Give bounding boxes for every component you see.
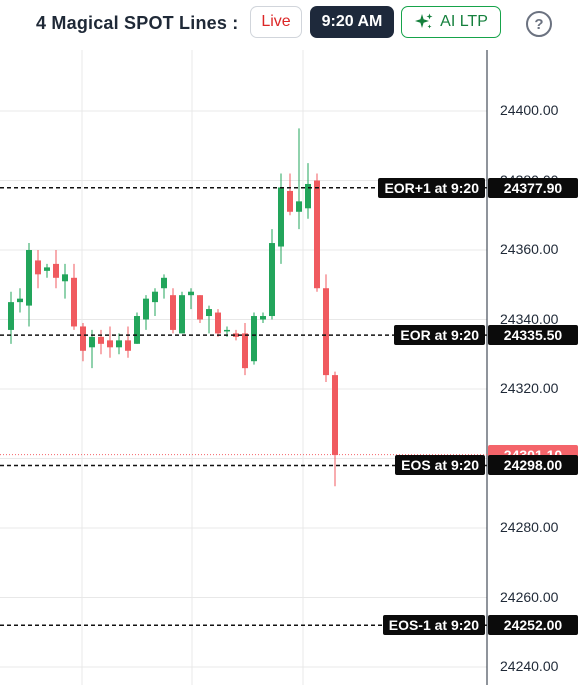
candle[interactable]	[278, 173, 284, 264]
candle-body	[269, 243, 275, 317]
y-axis-tick-label: 24260.00	[500, 588, 559, 605]
candle[interactable]	[305, 163, 311, 219]
level-name-label: EOS at 9:20	[395, 455, 485, 476]
candle[interactable]	[89, 329, 95, 369]
page-title: 4 Magical SPOT Lines :	[36, 13, 239, 33]
candle-body	[296, 201, 302, 212]
candle-body	[260, 316, 266, 320]
candle[interactable]	[116, 333, 122, 355]
candle-body	[71, 277, 77, 327]
y-axis-tick-label: 24360.00	[500, 241, 559, 257]
y-axis-tick-label: 24240.00	[500, 658, 559, 674]
candle[interactable]	[8, 291, 14, 344]
candle[interactable]	[233, 329, 239, 341]
y-axis-tick-label: 24320.00	[500, 380, 559, 396]
candle[interactable]	[314, 173, 320, 292]
candle-body	[197, 295, 203, 320]
level-price-label: 24252.00	[488, 615, 578, 636]
candle-body	[8, 302, 14, 330]
candle-body	[251, 316, 257, 362]
level-price-label: 24335.50	[488, 325, 578, 346]
candle-body	[179, 295, 185, 334]
candle-body	[233, 333, 239, 337]
candle[interactable]	[179, 291, 185, 334]
candle[interactable]	[80, 322, 86, 362]
candle[interactable]	[26, 243, 32, 327]
ai-ltp-label: AI LTP	[440, 13, 488, 30]
candle-body	[215, 312, 221, 334]
candle-body	[107, 340, 113, 348]
candle[interactable]	[62, 263, 68, 299]
level-name-label: EOR+1 at 9:20	[378, 177, 485, 198]
y-axis-tick-label: 24280.00	[500, 519, 559, 535]
candle[interactable]	[107, 326, 113, 358]
candle-body	[143, 298, 149, 320]
level-name-label: EOR at 9:20	[394, 325, 485, 346]
level-price-label: 24298.00	[488, 455, 578, 476]
candle[interactable]	[332, 371, 338, 487]
candle[interactable]	[44, 263, 50, 278]
price-chart[interactable]: 24400.0024380.0024360.0024340.0024320.00…	[0, 50, 586, 685]
candle-body	[278, 187, 284, 247]
level-name-label: EOS-1 at 9:20	[382, 615, 485, 636]
level-price-label: 24377.90	[488, 177, 578, 198]
candle-body	[152, 291, 158, 303]
sparkle-icon	[415, 13, 433, 29]
candle-body	[188, 291, 194, 296]
candle[interactable]	[35, 250, 41, 289]
candle[interactable]	[260, 312, 266, 323]
candle[interactable]	[188, 288, 194, 310]
candle[interactable]	[296, 128, 302, 230]
candle[interactable]	[206, 305, 212, 334]
candle-body	[62, 274, 68, 282]
candle[interactable]	[251, 312, 257, 365]
candle[interactable]	[17, 288, 23, 313]
candle-body	[44, 267, 50, 271]
candle-body	[161, 277, 167, 289]
candle[interactable]	[134, 312, 140, 344]
toolbar: 4 Magical SPOT Lines : Live 9:20 AM AI L…	[0, 0, 586, 50]
candle-body	[170, 295, 176, 330]
y-axis-tick-label: 24340.00	[500, 310, 559, 327]
candle-body	[224, 329, 230, 332]
candle[interactable]	[269, 229, 275, 320]
candle[interactable]	[287, 173, 293, 216]
candle[interactable]	[170, 288, 176, 334]
chart-canvas[interactable]	[0, 50, 586, 685]
candle[interactable]	[125, 326, 131, 358]
candle[interactable]	[242, 322, 248, 376]
candle-body	[98, 336, 104, 344]
candle[interactable]	[197, 295, 203, 323]
candle[interactable]	[323, 274, 329, 383]
candle-body	[332, 375, 338, 456]
ai-ltp-button[interactable]: AI LTP	[401, 6, 501, 38]
candle[interactable]	[143, 295, 149, 330]
candle-body	[314, 180, 320, 289]
candle-body	[26, 250, 32, 306]
candle-body	[323, 288, 329, 376]
candle-body	[242, 333, 248, 369]
candle-body	[35, 260, 41, 275]
candle-body	[89, 336, 95, 348]
y-axis-tick-label: 24400.00	[500, 102, 559, 118]
candle[interactable]	[161, 274, 167, 299]
candle[interactable]	[215, 309, 221, 337]
candle-body	[287, 190, 293, 212]
candle-body	[116, 340, 122, 348]
candle-body	[17, 298, 23, 303]
candle[interactable]	[71, 263, 77, 330]
candle[interactable]	[98, 329, 104, 355]
candle[interactable]	[53, 250, 59, 289]
candle-body	[80, 326, 86, 351]
help-icon[interactable]: ?	[526, 11, 552, 37]
candle-body	[53, 263, 59, 278]
time-button[interactable]: 9:20 AM	[310, 6, 394, 38]
candle-body	[134, 316, 140, 344]
live-button[interactable]: Live	[250, 6, 302, 38]
candle-body	[305, 183, 311, 209]
candle-body	[206, 309, 212, 317]
candle-body	[125, 340, 131, 351]
candle[interactable]	[152, 288, 158, 317]
